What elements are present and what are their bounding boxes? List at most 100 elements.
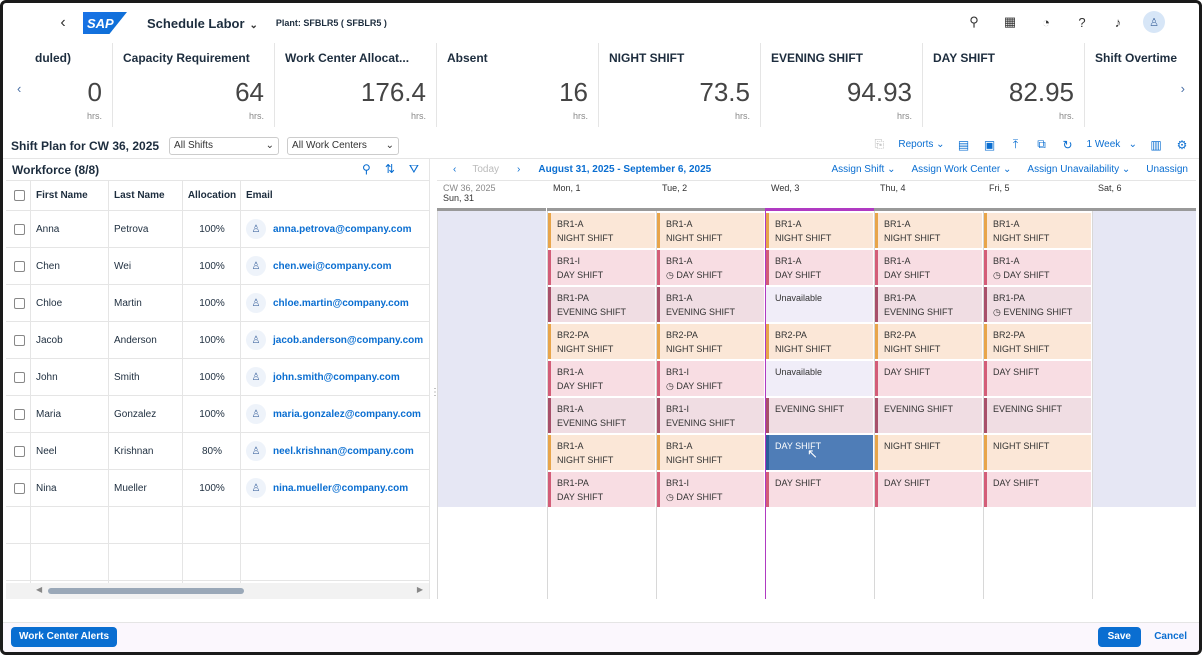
clipboard-icon[interactable]: ▣	[983, 137, 996, 152]
row-checkbox[interactable]	[14, 334, 25, 346]
chevron-left-icon[interactable]: ‹	[17, 81, 22, 96]
shift-cell[interactable]: BR1-PA DAY SHIFT	[548, 472, 655, 507]
shift-cell[interactable]: NIGHT SHIFT	[984, 435, 1091, 470]
row-checkbox[interactable]	[14, 371, 25, 383]
refresh-icon[interactable]: ↻	[1062, 137, 1073, 152]
row-checkbox[interactable]	[14, 445, 25, 457]
column-email[interactable]: Email	[246, 190, 273, 201]
search-icon[interactable]: ⚲	[362, 162, 371, 176]
table-row[interactable]: Jacob Anderson 100% ♙ jacob.anderson@comp…	[6, 322, 429, 359]
table-settings-icon[interactable]: ▥	[1150, 137, 1162, 152]
sort-icon[interactable]: ⇅	[384, 162, 395, 176]
shift-cell[interactable]: BR1-A NIGHT SHIFT	[984, 213, 1091, 248]
shift-cell[interactable]: EVENING SHIFT	[875, 398, 982, 433]
email-link[interactable]: maria.gonzalez@company.com	[273, 408, 421, 420]
shift-cell[interactable]: BR1-A NIGHT SHIFT	[657, 435, 764, 470]
column-allocation[interactable]: Allocation	[187, 190, 237, 201]
shift-cell[interactable]: BR1-A EVENING SHIFT	[548, 398, 655, 433]
shift-cell[interactable]: BR2-PA NIGHT SHIFT	[984, 324, 1091, 359]
shift-cell[interactable]: BR1-A NIGHT SHIFT	[657, 213, 764, 248]
scroll-thumb[interactable]	[48, 588, 244, 594]
shift-cell[interactable]: DAY SHIFT	[766, 472, 873, 507]
table-row[interactable]: John Smith 100% ♙ john.smith@company.com	[6, 359, 429, 396]
day-header[interactable]: Sat, 6	[1092, 181, 1196, 211]
assign-shift-menu[interactable]: Assign Shift ⌄	[831, 164, 896, 175]
table-row[interactable]: Anna Petrova 100% ♙ anna.petrova@company.…	[6, 211, 429, 248]
shift-filter-select[interactable]: All Shifts ⌄	[169, 136, 280, 155]
assign-work-center-menu[interactable]: Assign Work Center ⌄	[911, 164, 1012, 175]
notification-bell-icon[interactable]: ♪	[1114, 14, 1122, 30]
shift-cell[interactable]: BR1-I EVENING SHIFT	[657, 398, 764, 433]
table-row[interactable]: Maria Gonzalez 100% ♙ maria.gonzalez@comp…	[6, 396, 429, 433]
shift-cell[interactable]: BR2-PA NIGHT SHIFT	[548, 324, 655, 359]
kpi-card[interactable]: Capacity Requirement 64 hrs.	[113, 43, 275, 127]
scroll-right-icon[interactable]: ▶	[416, 585, 423, 594]
shift-cell[interactable]: BR1-I ◷ DAY SHIFT	[657, 472, 764, 507]
shift-cell[interactable]: DAY SHIFT	[875, 361, 982, 396]
shift-cell[interactable]: BR1-I ◷ DAY SHIFT	[657, 361, 764, 396]
chevron-right-icon[interactable]: ›	[1180, 81, 1185, 96]
splitter-handle-icon[interactable]: ⋮	[430, 387, 440, 398]
kpi-card[interactable]: NIGHT SHIFT 73.5 hrs.	[599, 43, 761, 127]
document-icon[interactable]: ▤	[957, 137, 970, 152]
shift-cell[interactable]: BR2-PA NIGHT SHIFT	[766, 324, 873, 359]
day-header[interactable]: Fri, 5	[983, 181, 1092, 211]
shift-cell[interactable]: BR1-A NIGHT SHIFT	[548, 435, 655, 470]
shift-cell[interactable]: BR1-PA EVENING SHIFT	[548, 287, 655, 322]
help-icon[interactable]: ?	[1078, 14, 1086, 30]
email-link[interactable]: jacob.anderson@company.com	[273, 334, 424, 346]
previous-week-icon[interactable]: ‹	[453, 164, 457, 175]
search-icon[interactable]: ⚲	[969, 14, 979, 29]
shift-cell[interactable]: DAY SHIFT	[984, 361, 1091, 396]
work-center-alerts-button[interactable]: Work Center Alerts	[11, 627, 118, 647]
scroll-left-icon[interactable]: ◀	[36, 585, 43, 594]
shift-cell[interactable]: DAY SHIFT	[984, 472, 1091, 507]
email-link[interactable]: neel.krishnan@company.com	[273, 445, 414, 457]
horizontal-scrollbar[interactable]: ◀ ▶	[6, 583, 429, 599]
row-checkbox[interactable]	[14, 408, 25, 420]
work-center-filter-select[interactable]: All Work Centers ⌄	[287, 136, 400, 155]
row-checkbox[interactable]	[14, 223, 25, 235]
date-range-label[interactable]: August 31, 2025 - September 6, 2025	[538, 164, 712, 175]
kpi-card[interactable]: EVENING SHIFT 94.93 hrs.	[761, 43, 923, 127]
email-link[interactable]: chen.wei@company.com	[273, 260, 392, 272]
shift-cell[interactable]: NIGHT SHIFT	[875, 435, 982, 470]
user-avatar[interactable]: ♙	[1143, 11, 1165, 33]
filter-icon[interactable]: ⛛	[408, 162, 419, 176]
day-header[interactable]: Mon, 1	[547, 181, 656, 211]
email-link[interactable]: anna.petrova@company.com	[273, 223, 412, 235]
kpi-card[interactable]: Absent 16 hrs.	[437, 43, 599, 127]
kpi-card[interactable]: Shift Overtime	[1085, 43, 1195, 127]
table-row[interactable]: Chen Wei 100% ♙ chen.wei@company.com	[6, 248, 429, 285]
feedback-icon[interactable]: ◔	[1042, 14, 1050, 30]
email-link[interactable]: nina.mueller@company.com	[273, 482, 409, 494]
shift-cell[interactable]: EVENING SHIFT	[766, 398, 873, 433]
assign-unavailability-menu[interactable]: Assign Unavailability ⌄	[1027, 164, 1131, 175]
shift-cell[interactable]: BR2-PA NIGHT SHIFT	[875, 324, 982, 359]
save-button[interactable]: Save	[1097, 627, 1141, 647]
shift-cell[interactable]: BR1-A ◷ DAY SHIFT	[984, 250, 1091, 285]
day-header[interactable]: Thu, 4	[874, 181, 983, 211]
shift-cell[interactable]: BR1-A NIGHT SHIFT	[548, 213, 655, 248]
cancel-button[interactable]: Cancel	[1154, 631, 1187, 642]
building-icon[interactable]: ▦	[1003, 14, 1017, 29]
view-range-select[interactable]: 1 Week ⌄	[1086, 139, 1137, 150]
shift-cell[interactable]: EVENING SHIFT	[984, 398, 1091, 433]
reports-menu[interactable]: Reports ⌄	[898, 139, 945, 150]
email-link[interactable]: john.smith@company.com	[273, 371, 400, 383]
shift-cell[interactable]: BR1-A DAY SHIFT	[766, 250, 873, 285]
shift-cell[interactable]: Unavailable	[766, 287, 873, 322]
shift-cell[interactable]: DAY SHIFT	[875, 472, 982, 507]
shift-cell[interactable]: BR1-A NIGHT SHIFT	[875, 213, 982, 248]
day-header[interactable]: CW 36, 2025 Sun, 31	[437, 181, 546, 211]
shift-cell[interactable]: BR2-PA NIGHT SHIFT	[657, 324, 764, 359]
next-week-icon[interactable]: ›	[517, 164, 521, 175]
kpi-card[interactable]: Work Center Allocat... 176.4 hrs.	[275, 43, 437, 127]
select-all-checkbox[interactable]	[14, 190, 25, 201]
day-header[interactable]: Wed, 3	[765, 181, 874, 211]
unassign-button[interactable]: Unassign	[1146, 164, 1188, 175]
column-first-name[interactable]: First Name	[36, 190, 88, 201]
shift-cell[interactable]: BR1-A DAY SHIFT	[548, 361, 655, 396]
table-row[interactable]: Chloe Martin 100% ♙ chloe.martin@company.…	[6, 285, 429, 322]
today-button[interactable]: Today	[472, 164, 500, 175]
